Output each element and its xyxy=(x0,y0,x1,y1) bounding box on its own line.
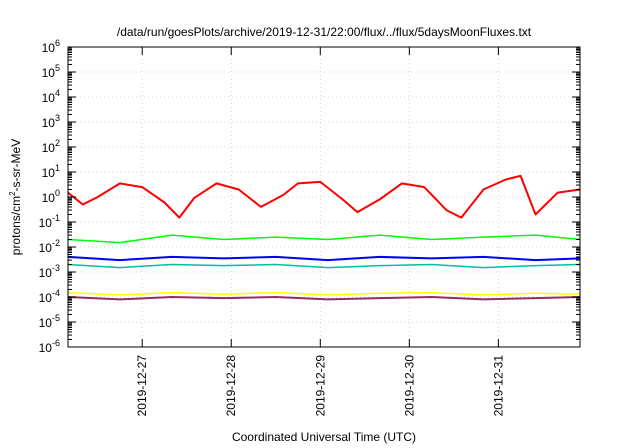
y-tick-label: 102 xyxy=(42,138,60,155)
x-tick-label: 2019-12-30 xyxy=(402,355,416,417)
y-axis-label-superscript: 2 xyxy=(8,191,17,196)
x-tick-label: 2019-12-28 xyxy=(224,355,238,417)
y-tick-exponent: -4 xyxy=(52,288,60,298)
y-tick-label: 10-2 xyxy=(39,238,60,255)
y-tick-exponent: 6 xyxy=(55,38,60,48)
data-series xyxy=(67,174,581,301)
series-line-1 xyxy=(67,174,581,219)
y-tick-exponent: 0 xyxy=(55,188,60,198)
y-tick-label: 10-6 xyxy=(39,338,60,355)
y-tick-exponent: -1 xyxy=(52,213,60,223)
y-tick-base: 10 xyxy=(39,291,53,305)
y-tick-exponent: 5 xyxy=(55,63,60,73)
y-tick-base: 10 xyxy=(42,166,56,180)
y-tick-base: 10 xyxy=(39,241,53,255)
grid-lines xyxy=(68,47,580,347)
y-tick-base: 10 xyxy=(42,41,56,55)
y-tick-exponent: 1 xyxy=(55,163,60,173)
x-tick-label: 2019-12-31 xyxy=(491,355,505,417)
series-line-2 xyxy=(67,234,581,244)
y-tick-label: 10-4 xyxy=(39,288,60,305)
chart-title: /data/run/goesPlots/archive/2019-12-31/2… xyxy=(117,25,532,39)
y-tick-label: 10-1 xyxy=(39,213,60,230)
y-tick-label: 101 xyxy=(42,163,60,180)
y-tick-exponent: -6 xyxy=(52,338,60,348)
y-tick-exponent: -2 xyxy=(52,238,60,248)
y-tick-label: 10-5 xyxy=(39,313,60,330)
y-tick-label: 105 xyxy=(42,63,60,80)
y-tick-base: 10 xyxy=(39,341,53,355)
y-tick-exponent: -5 xyxy=(52,313,60,323)
series-line-6 xyxy=(67,296,581,301)
y-tick-base: 10 xyxy=(39,316,53,330)
y-axis-label-main: protons/cm xyxy=(9,196,23,255)
y-axis-label-rest: -s-sr-MeV xyxy=(9,139,23,192)
y-tick-label: 10-3 xyxy=(39,263,60,280)
series-line-4 xyxy=(67,263,581,269)
series-line-3 xyxy=(67,255,581,262)
y-tick-label: 104 xyxy=(42,88,60,105)
y-tick-exponent: 2 xyxy=(55,138,60,148)
y-tick-base: 10 xyxy=(42,91,56,105)
y-tick-label: 106 xyxy=(42,38,60,55)
y-tick-base: 10 xyxy=(42,141,56,155)
y-tick-exponent: 3 xyxy=(55,113,60,123)
y-tick-base: 10 xyxy=(42,66,56,80)
y-tick-exponent: 4 xyxy=(55,88,60,98)
x-tick-label: 2019-12-29 xyxy=(313,355,327,417)
axis-ticks: 10-610-510-410-310-210-11001011021031041… xyxy=(39,38,580,416)
y-tick-label: 103 xyxy=(42,113,60,130)
y-tick-label: 100 xyxy=(42,188,60,205)
series-line-5 xyxy=(67,291,581,296)
x-tick-label: 2019-12-27 xyxy=(135,355,149,417)
y-tick-base: 10 xyxy=(39,216,53,230)
y-tick-base: 10 xyxy=(39,266,53,280)
y-axis-label: protons/cm2-s-sr-MeV xyxy=(8,139,23,255)
x-axis-label: Coordinated Universal Time (UTC) xyxy=(232,430,416,444)
y-tick-exponent: -3 xyxy=(52,263,60,273)
y-tick-base: 10 xyxy=(42,116,56,130)
y-tick-base: 10 xyxy=(42,191,56,205)
